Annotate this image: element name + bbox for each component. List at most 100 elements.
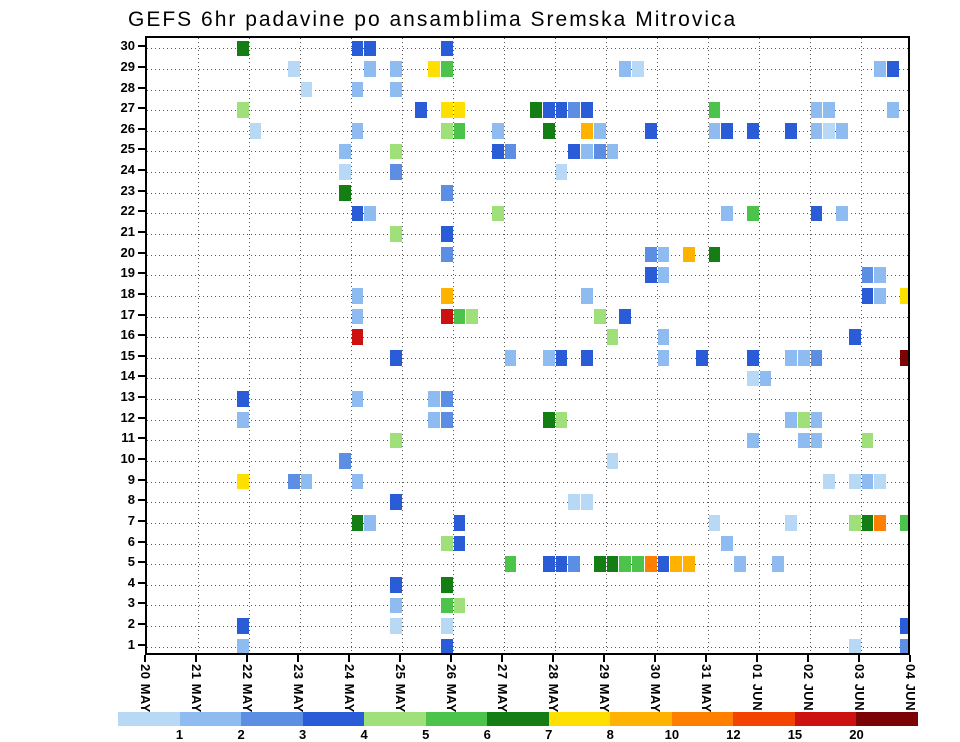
y-axis-label: 15	[120, 347, 135, 363]
heatmap-cell	[351, 40, 364, 57]
colorbar-segment	[794, 712, 857, 726]
heatmap-cell	[338, 453, 351, 469]
x-axis-tick	[654, 655, 656, 662]
heatmap-cell	[887, 102, 899, 119]
heatmap-cell	[389, 143, 402, 160]
y-axis-tick	[138, 45, 145, 48]
heatmap-cell	[504, 143, 517, 160]
heatmap-cell	[848, 473, 861, 490]
y-axis-tick	[138, 375, 145, 378]
y-axis-label: 17	[120, 306, 135, 322]
x-axis-tick	[705, 655, 707, 662]
colorbar-segment	[364, 712, 426, 726]
colorbar-segment	[671, 712, 734, 726]
horizontal-gridline	[147, 522, 908, 524]
heatmap-cell	[823, 123, 835, 139]
horizontal-gridline	[147, 502, 908, 504]
horizontal-gridline	[147, 626, 908, 628]
y-axis-tick	[138, 169, 145, 172]
heatmap-cell	[734, 556, 746, 572]
heatmap-cell	[389, 576, 402, 593]
colorbar-label: 20	[849, 727, 864, 742]
heatmap-cell	[440, 123, 453, 139]
heatmap-cell	[555, 350, 568, 366]
vertical-gridline	[198, 38, 199, 653]
heatmap-cell	[389, 597, 402, 614]
heatmap-cell	[861, 473, 874, 490]
heatmap-cell	[836, 123, 848, 139]
heatmap-cell	[440, 597, 453, 614]
vertical-gridline	[606, 38, 607, 653]
heatmap-cell	[593, 308, 606, 325]
heatmap-cell	[899, 288, 908, 304]
horizontal-gridline	[147, 399, 908, 401]
vertical-gridline	[759, 38, 760, 653]
horizontal-gridline	[147, 48, 908, 50]
heatmap-cell	[351, 473, 364, 490]
x-axis-label: 30 MAY	[648, 664, 663, 713]
horizontal-gridline	[147, 151, 908, 153]
heatmap-cell	[797, 432, 810, 449]
horizontal-gridline	[147, 357, 908, 359]
heatmap-cell	[810, 432, 823, 449]
vertical-gridline	[657, 38, 658, 653]
colorbar-label: 3	[298, 727, 307, 742]
heatmap-cell	[683, 556, 695, 572]
colorbar-segment	[118, 712, 180, 726]
horizontal-gridline	[147, 605, 908, 607]
heatmap-cell	[632, 61, 644, 77]
heatmap-cell	[670, 556, 682, 572]
colorbar-label: 12	[726, 727, 741, 742]
heatmap-cell	[440, 638, 453, 653]
y-axis-tick	[138, 437, 145, 440]
y-axis-label: 18	[120, 285, 135, 301]
heatmap-cell	[746, 370, 759, 387]
heatmap-cell	[823, 102, 835, 119]
horizontal-gridline	[147, 213, 908, 215]
horizontal-gridline	[147, 89, 908, 91]
heatmap-cell	[440, 246, 453, 263]
colorbar-segment	[856, 712, 918, 726]
heatmap-cell	[772, 556, 784, 572]
heatmap-cell	[389, 432, 402, 449]
y-axis-tick	[138, 478, 145, 481]
x-axis-tick	[807, 655, 809, 662]
heatmap-cell	[440, 308, 453, 325]
heatmap-cell	[810, 123, 823, 139]
colorbar-segment	[610, 712, 672, 726]
y-axis-tick	[138, 65, 145, 68]
y-axis-tick	[138, 354, 145, 357]
heatmap-cell	[542, 123, 555, 139]
x-axis-label: 02 JUN	[801, 664, 816, 712]
y-axis-label: 16	[120, 327, 135, 343]
y-axis-label: 5	[127, 554, 135, 570]
plot-area	[145, 36, 910, 655]
colorbar-label: 5	[422, 727, 430, 742]
heatmap-cell	[785, 515, 797, 531]
heatmap-cell	[389, 618, 402, 634]
colorbar	[118, 712, 918, 726]
x-axis-tick	[195, 655, 197, 662]
y-axis-tick	[138, 272, 145, 275]
y-axis-tick	[138, 396, 145, 399]
heatmap-cell	[428, 411, 440, 428]
colorbar-label: 6	[483, 727, 491, 742]
heatmap-cell	[810, 411, 823, 428]
heatmap-cell	[836, 205, 848, 222]
y-axis-label: 27	[120, 100, 135, 116]
heatmap-cell	[708, 515, 721, 531]
heatmap-cell	[746, 123, 759, 139]
heatmap-cell	[593, 556, 606, 572]
heatmap-cell	[542, 350, 555, 366]
y-axis-tick	[138, 210, 145, 213]
vertical-gridline	[351, 38, 352, 653]
heatmap-cell	[746, 432, 759, 449]
heatmap-cell	[632, 556, 644, 572]
vertical-gridline	[402, 38, 403, 653]
heatmap-cell	[504, 350, 517, 366]
heatmap-cell	[453, 535, 466, 552]
heatmap-cell	[351, 81, 364, 98]
x-axis-label: 03 JUN	[852, 664, 867, 712]
chart-title: GEFS 6hr padavine po ansamblima Sremska …	[128, 8, 738, 31]
heatmap-cell	[338, 184, 351, 201]
